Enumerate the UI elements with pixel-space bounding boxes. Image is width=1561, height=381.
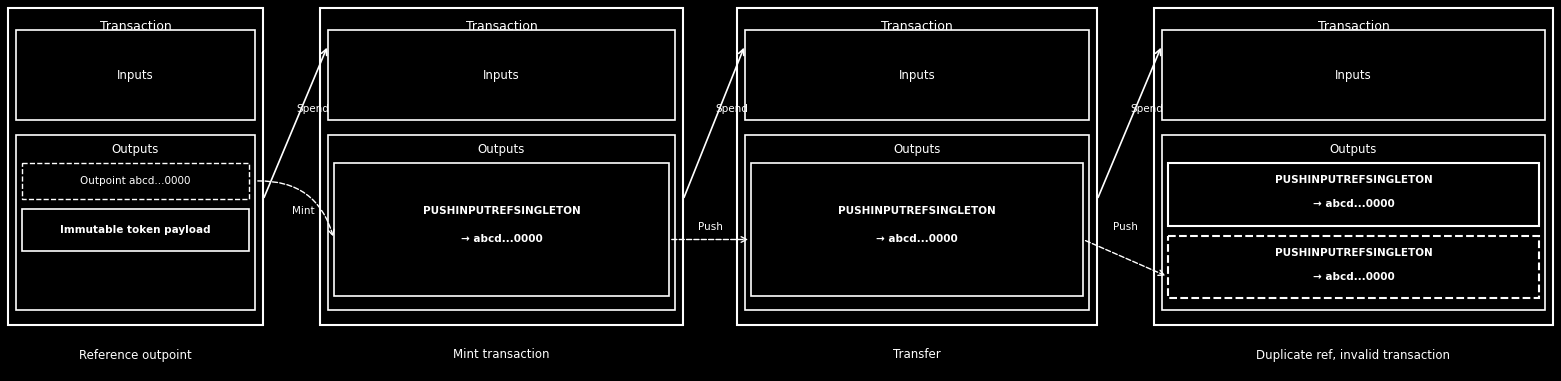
Text: Inputs: Inputs [482, 69, 520, 82]
Bar [1168, 163, 1539, 226]
Bar [328, 135, 674, 310]
Text: Outputs: Outputs [1330, 142, 1377, 155]
Text: Outputs: Outputs [893, 142, 941, 155]
Text: Spend: Spend [715, 104, 748, 115]
Bar [1154, 8, 1553, 325]
Text: Inputs: Inputs [117, 69, 155, 82]
Text: Duplicate ref, invalid transaction: Duplicate ref, invalid transaction [1257, 349, 1450, 362]
Text: PUSHINPUTREFSINGLETON: PUSHINPUTREFSINGLETON [838, 207, 996, 216]
Bar [8, 8, 262, 325]
Bar [320, 8, 684, 325]
Text: Transaction: Transaction [880, 19, 952, 32]
Text: Push: Push [698, 221, 723, 232]
Bar [745, 30, 1090, 120]
Text: Outputs: Outputs [478, 142, 524, 155]
Text: PUSHINPUTREFSINGLETON: PUSHINPUTREFSINGLETON [423, 207, 581, 216]
Text: Reference outpoint: Reference outpoint [80, 349, 192, 362]
Bar [22, 209, 250, 251]
Bar [16, 135, 254, 310]
Text: Spend: Spend [297, 104, 329, 115]
Bar [745, 135, 1090, 310]
Text: Immutable token payload: Immutable token payload [61, 225, 211, 235]
Text: Transaction: Transaction [100, 19, 172, 32]
Text: Transfer: Transfer [893, 349, 941, 362]
Text: Mint: Mint [292, 206, 315, 216]
Bar [328, 30, 674, 120]
Text: Push: Push [1113, 221, 1138, 232]
Bar [737, 8, 1097, 325]
Text: Mint transaction: Mint transaction [453, 349, 549, 362]
Text: Transaction: Transaction [465, 19, 537, 32]
Text: → abcd...0000: → abcd...0000 [1313, 199, 1394, 209]
Text: Spend: Spend [1130, 104, 1163, 115]
Text: → abcd...0000: → abcd...0000 [876, 234, 958, 245]
Bar [1168, 235, 1539, 298]
Text: Inputs: Inputs [899, 69, 935, 82]
Text: Transaction: Transaction [1317, 19, 1389, 32]
Bar [1161, 30, 1545, 120]
Text: Outpoint abcd...0000: Outpoint abcd...0000 [80, 176, 190, 186]
Text: → abcd...0000: → abcd...0000 [460, 234, 542, 245]
Bar [22, 163, 250, 199]
Bar [16, 30, 254, 120]
Text: → abcd...0000: → abcd...0000 [1313, 272, 1394, 282]
Bar [1161, 135, 1545, 310]
Text: Inputs: Inputs [1335, 69, 1372, 82]
Bar [334, 163, 670, 296]
Text: Outputs: Outputs [112, 142, 159, 155]
Bar [751, 163, 1083, 296]
Text: PUSHINPUTREFSINGLETON: PUSHINPUTREFSINGLETON [1275, 248, 1433, 258]
Text: PUSHINPUTREFSINGLETON: PUSHINPUTREFSINGLETON [1275, 175, 1433, 185]
